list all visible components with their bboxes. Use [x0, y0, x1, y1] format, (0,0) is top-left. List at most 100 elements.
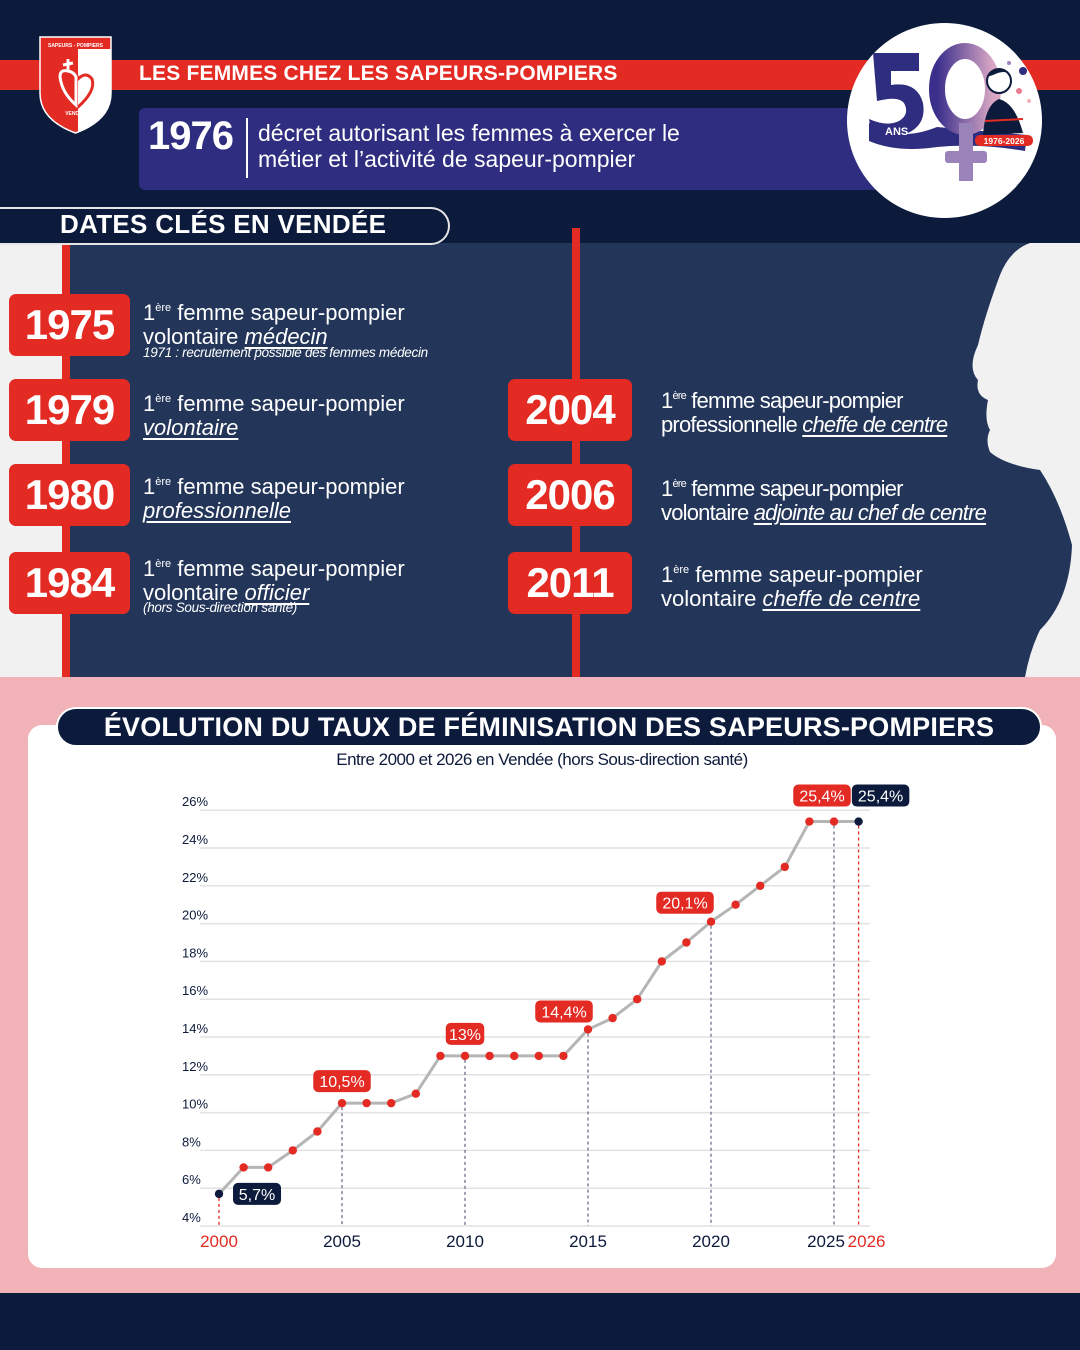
event-text-1979: 1ère femme sapeur-pompier volontaire: [143, 391, 405, 440]
data-point: [485, 1051, 494, 1061]
y-tick-label: 16%: [182, 983, 208, 998]
value-badge-label: 25,4%: [858, 789, 903, 806]
sdis-vendee-logo-icon: SAPEURS - POMPIERS VENDÉE: [39, 36, 112, 134]
year-badge-2004: 2004: [508, 379, 632, 441]
event-text-1975: 1ère femme sapeur-pompier volontaire méd…: [143, 300, 405, 349]
x-tick-label: 2020: [692, 1232, 730, 1251]
data-point: [780, 862, 789, 872]
page-title: LES FEMMES CHEZ LES SAPEURS-POMPIERS: [139, 62, 618, 85]
value-badge: [535, 1000, 593, 1023]
decree-year: 1976: [148, 114, 234, 158]
data-point: [387, 1098, 396, 1108]
decree-text-line2: métier et l’activité de sapeur-pompier: [258, 146, 636, 172]
value-badge: [851, 784, 910, 807]
event-text-1980: 1ère femme sapeur-pompier professionnell…: [143, 474, 405, 523]
year-badge-2011: 2011: [508, 552, 632, 614]
x-tick-label: 2025: [807, 1232, 845, 1251]
data-point: [214, 1189, 224, 1199]
data-point: [829, 817, 839, 826]
y-tick-label: 24%: [182, 832, 208, 847]
decree-text-line1: décret autorisant les femmes à exercer l…: [258, 120, 680, 146]
y-tick-label: 14%: [182, 1021, 208, 1036]
data-point: [337, 1098, 347, 1108]
chart-card: [28, 725, 1056, 1268]
event-note-1975: 1971 : recrutement possible des femmes m…: [143, 345, 428, 360]
year-badge-1984: 1984: [9, 552, 130, 614]
x-tick-label: 2010: [446, 1232, 484, 1251]
data-point: [682, 938, 691, 947]
value-badge: [656, 891, 714, 914]
year-badge-1980: 1980: [9, 464, 130, 526]
x-tick-label: 2000: [200, 1232, 238, 1251]
data-point: [633, 995, 642, 1004]
data-point: [411, 1089, 420, 1098]
event-text-2011: 1ère femme sapeur-pompier volontaire che…: [661, 562, 923, 611]
value-badge: [233, 1182, 281, 1205]
data-point: [583, 1025, 593, 1034]
timeline-line-left: [62, 243, 70, 677]
x-tick-label: 2026: [848, 1232, 886, 1251]
timeline-line-right: [572, 228, 580, 677]
data-point: [731, 900, 740, 909]
data-point: [460, 1051, 470, 1061]
data-point: [534, 1051, 543, 1061]
section-title-pill: [0, 207, 450, 245]
data-point: [313, 1127, 322, 1136]
y-tick-label: 6%: [182, 1172, 201, 1187]
value-badge-label: 5,7%: [239, 1187, 275, 1204]
chart-title-pill: [56, 707, 1042, 747]
chart-title: ÉVOLUTION DU TAUX DE FÉMINISATION DES SA…: [103, 712, 995, 742]
decree-divider: [246, 118, 248, 178]
y-tick-label: 18%: [182, 945, 208, 960]
data-point: [362, 1098, 371, 1108]
data-point: [239, 1163, 248, 1172]
data-point: [264, 1163, 273, 1172]
footer-band: [0, 1293, 1080, 1350]
y-tick-label: 22%: [182, 870, 208, 885]
x-tick-label: 2005: [323, 1232, 361, 1251]
data-point: [854, 817, 863, 826]
decree-text: décret autorisant les femmes à exercer l…: [258, 120, 858, 172]
anniversary-badge: ANS 1976-2026: [847, 23, 1042, 218]
section-title: DATES CLÉS EN VENDÉE: [60, 209, 387, 239]
data-point: [805, 817, 814, 826]
data-point: [288, 1146, 297, 1155]
data-point: [559, 1051, 568, 1061]
y-tick-label: 10%: [182, 1097, 208, 1112]
y-tick-label: 4%: [182, 1210, 201, 1225]
logo-top-text: SAPEURS - POMPIERS: [48, 43, 104, 49]
value-badge-label: 25,4%: [799, 789, 844, 806]
chart-subtitle: Entre 2000 et 2026 en Vendée (hors Sous-…: [336, 750, 748, 769]
year-badge-1975: 1975: [9, 294, 130, 356]
y-tick-label: 26%: [182, 794, 208, 809]
value-badge: [445, 1022, 485, 1045]
value-badge: [793, 784, 851, 807]
event-text-1984: 1ère femme sapeur-pompier volontaire off…: [143, 556, 405, 605]
badge-unit: ANS: [885, 126, 908, 138]
data-point: [756, 881, 765, 890]
decree-box: [139, 108, 879, 190]
data-point: [436, 1051, 445, 1061]
event-note-1984: (hors Sous-direction santé): [143, 600, 297, 615]
woman-profile-silhouette-icon: [70, 243, 1072, 677]
value-badge-label: 20,1%: [662, 896, 707, 913]
value-badge-label: 13%: [449, 1027, 481, 1044]
value-badge: [313, 1070, 371, 1093]
y-tick-label: 20%: [182, 908, 208, 923]
x-tick-label: 2015: [569, 1232, 607, 1251]
year-badge-1979: 1979: [9, 379, 130, 441]
event-text-2006: 1ère femme sapeur-pompier volontaire adj…: [661, 476, 987, 525]
data-point: [510, 1051, 519, 1061]
data-point: [657, 957, 666, 966]
year-badge-2006: 2006: [508, 464, 632, 526]
event-text-2004: 1ère femme sapeur-pompier professionnell…: [661, 388, 948, 437]
y-tick-label: 8%: [182, 1134, 201, 1149]
fifty-years-emblem-icon: ANS 1976-2026: [869, 43, 1033, 181]
badge-range: 1976-2026: [984, 136, 1025, 146]
logo-bottom-text: VENDÉE: [65, 109, 86, 117]
y-tick-label: 12%: [182, 1059, 208, 1074]
value-badge-label: 14,4%: [541, 1004, 586, 1021]
data-point: [706, 917, 716, 926]
value-badge-label: 10,5%: [319, 1074, 364, 1091]
